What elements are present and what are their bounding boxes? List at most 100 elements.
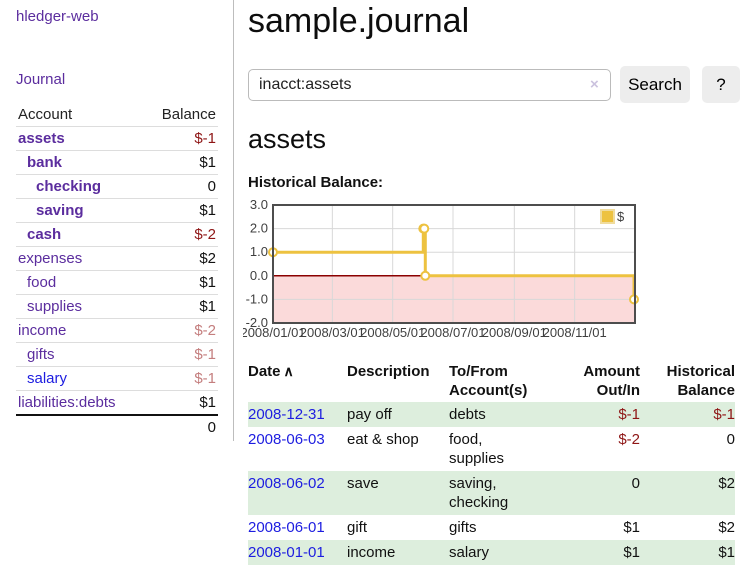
page-title: sample.journal [248, 2, 470, 40]
account-link[interactable]: salary [27, 370, 68, 387]
transaction-amount: $-1 [618, 406, 640, 423]
account-row: gifts $-1 [16, 342, 218, 367]
account-name-cell: checking [16, 174, 145, 199]
account-row: salary $-1 [16, 366, 218, 391]
chart-point [420, 270, 431, 281]
chart-title: Historical Balance: [248, 174, 384, 191]
register-header-amount: Amount Out/In [583, 363, 640, 399]
account-name-cell: bank [16, 150, 145, 175]
transaction-date-link[interactable]: 2008-12-31 [248, 406, 325, 423]
transaction-accounts: salary [449, 544, 490, 561]
account-balance: 0 [144, 174, 218, 199]
account-link[interactable]: gifts [27, 346, 55, 363]
register-header-row: Date ∧ Description To/From Account(s) Amo… [248, 360, 735, 402]
register-row[interactable]: 2008-06-01 gift gifts $1 $2 [248, 515, 735, 540]
account-name-cell: salary [16, 366, 145, 391]
transaction-date-cell: 2008-06-01 [248, 515, 347, 540]
chart-y-tick-label: -2.0 [246, 315, 268, 330]
account-link[interactable]: assets [18, 130, 65, 147]
account-balance: $1 [144, 390, 218, 415]
register-row[interactable]: 2008-06-03 eat & shop food, supplies $-2 0 [248, 427, 735, 471]
account-row: bank $1 [16, 150, 218, 175]
chart-y-tick-label: 1.0 [250, 244, 268, 259]
transaction-date-link[interactable]: 2008-01-01 [248, 544, 325, 561]
account-link[interactable]: income [18, 322, 67, 339]
transaction-description: income [347, 544, 396, 561]
account-link[interactable]: food [27, 274, 57, 291]
clear-search-icon[interactable]: × [590, 76, 599, 93]
account-link[interactable]: saving [36, 202, 84, 219]
chart-legend-swatch [600, 209, 615, 224]
accounts-total-row: 0 [16, 414, 218, 439]
account-name-cell: expenses [16, 246, 145, 271]
transaction-description: eat & shop [347, 431, 419, 448]
account-name-cell: assets [16, 126, 145, 151]
chart-legend-label: $ [617, 209, 625, 224]
account-balance: $-2 [144, 318, 218, 343]
account-balance: $1 [144, 270, 218, 295]
transaction-amount: $-2 [618, 431, 640, 448]
account-link[interactable]: liabilities:debts [18, 394, 116, 411]
register-row[interactable]: 2008-01-01 income salary $1 $1 [248, 540, 735, 565]
transaction-accounts: saving, checking [449, 475, 509, 511]
chart-x-tick-label: 2008/11/01 [543, 325, 607, 340]
transaction-date-link[interactable]: 2008-06-01 [248, 519, 325, 536]
account-balance: $-2 [144, 222, 218, 247]
sort-ascending-icon: ∧ [283, 363, 294, 379]
account-balance: $1 [144, 150, 218, 175]
account-balance: $-1 [144, 126, 218, 151]
register-row[interactable]: 2008-06-02 save saving, checking 0 $2 [248, 471, 735, 515]
register-header-description: Description [347, 363, 430, 380]
transaction-accounts: food, supplies [449, 431, 505, 467]
app-brand-link[interactable]: hledger-web [16, 8, 99, 25]
sidebar-divider [233, 0, 234, 441]
transaction-balance: $2 [718, 519, 735, 536]
transaction-date-cell: 2008-06-02 [248, 471, 347, 515]
transaction-amount: $1 [623, 544, 640, 561]
search-button[interactable]: Search [620, 66, 690, 103]
nav-journal-link[interactable]: Journal [16, 71, 66, 88]
transaction-description: pay off [347, 406, 392, 423]
chart-y-tick-label: 0.0 [250, 268, 268, 283]
accounts-total-value: 0 [144, 414, 218, 439]
account-link[interactable]: cash [27, 226, 62, 243]
account-row: expenses $2 [16, 246, 218, 271]
account-name-cell: income [16, 318, 145, 343]
transaction-date-link[interactable]: 2008-06-02 [248, 475, 325, 492]
transaction-date-cell: 2008-06-03 [248, 427, 347, 471]
transaction-amount: 0 [631, 475, 640, 492]
account-row: checking 0 [16, 174, 218, 199]
account-balance: $-1 [144, 366, 218, 391]
transaction-date-cell: 2008-12-31 [248, 402, 347, 427]
transaction-balance: 0 [726, 431, 735, 448]
transaction-accounts: debts [449, 406, 486, 423]
accounts-header-account: Account [18, 106, 73, 123]
chart-y-tick-label: -1.0 [246, 291, 268, 306]
account-row: supplies $1 [16, 294, 218, 319]
account-link[interactable]: bank [27, 154, 63, 171]
accounts-total-spacer [16, 414, 145, 439]
account-row: liabilities:debts $1 [16, 390, 218, 415]
account-balance: $1 [144, 198, 218, 223]
account-row: cash $-2 [16, 222, 218, 247]
help-button[interactable]: ? [702, 66, 740, 103]
chart-y-tick-label: 2.0 [250, 221, 268, 236]
account-link[interactable]: supplies [27, 298, 83, 315]
balance-chart: 3.0 2.0 1.0 0.0 -1.0 -2.02008/01/012008/03/01… [243, 200, 639, 340]
register-table: Date ∧ Description To/From Account(s) Amo… [248, 360, 735, 565]
transaction-date-cell: 2008-01-01 [248, 540, 347, 565]
account-link[interactable]: expenses [18, 250, 83, 267]
transaction-date-link[interactable]: 2008-06-03 [248, 431, 325, 448]
register-header-date[interactable]: Date ∧ [248, 360, 347, 402]
chart-y-tick-label: 3.0 [250, 200, 268, 212]
register-header-balance: Historical Balance [666, 363, 735, 399]
transaction-balance: $2 [718, 475, 735, 492]
transaction-balance: $1 [718, 544, 735, 561]
account-link[interactable]: checking [36, 178, 102, 195]
register-row[interactable]: 2008-12-31 pay off debts $-1 $-1 [248, 402, 735, 427]
account-row: saving $1 [16, 198, 218, 223]
search-input[interactable] [248, 69, 611, 101]
account-name-cell: gifts [16, 342, 145, 367]
chart-x-tick-label: 2008/03/01 [300, 325, 365, 340]
account-name-cell: liabilities:debts [16, 390, 145, 415]
